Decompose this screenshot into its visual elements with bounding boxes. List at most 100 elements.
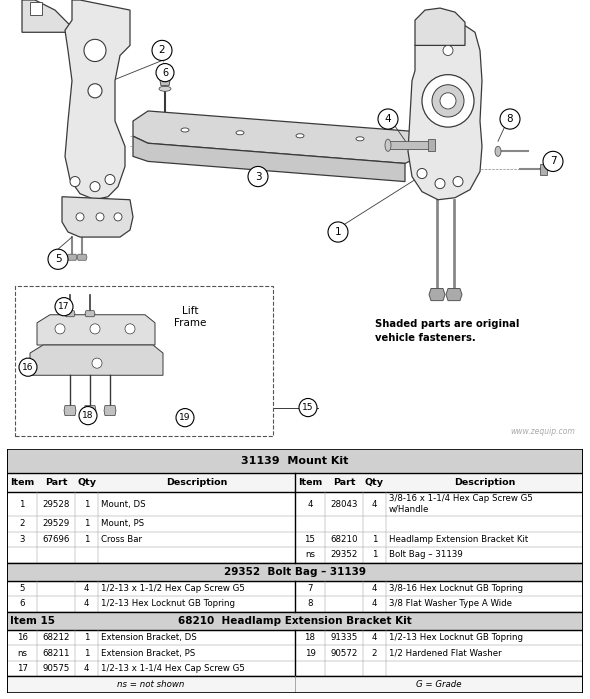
Text: Item: Item (298, 478, 322, 487)
Polygon shape (408, 20, 482, 200)
Text: w/Handle: w/Handle (389, 505, 430, 514)
Text: 1/2-13 x 1-1/4 Hex Cap Screw G5: 1/2-13 x 1-1/4 Hex Cap Screw G5 (101, 664, 245, 673)
Text: 2: 2 (372, 649, 377, 658)
Text: 68210: 68210 (330, 535, 358, 544)
Polygon shape (160, 75, 170, 86)
Text: 1: 1 (84, 519, 89, 528)
Text: 1: 1 (84, 500, 89, 509)
Text: 3/8-16 Hex Locknut GB Topring: 3/8-16 Hex Locknut GB Topring (389, 584, 523, 593)
Text: 4: 4 (307, 500, 313, 509)
Text: 68211: 68211 (42, 649, 70, 658)
Circle shape (500, 109, 520, 129)
Text: 15: 15 (302, 403, 314, 412)
Text: 17: 17 (58, 302, 70, 311)
Circle shape (55, 298, 73, 316)
Polygon shape (62, 196, 133, 237)
Ellipse shape (356, 137, 364, 140)
Polygon shape (133, 136, 405, 182)
Circle shape (70, 177, 80, 187)
Text: 1: 1 (19, 500, 25, 509)
Text: 4: 4 (372, 633, 377, 642)
Circle shape (453, 177, 463, 187)
Text: 8: 8 (507, 114, 513, 124)
Polygon shape (65, 0, 130, 200)
Text: Part: Part (45, 478, 67, 487)
Polygon shape (7, 563, 583, 581)
Text: 19: 19 (304, 649, 316, 658)
Text: 1/2-13 Hex Locknut GB Topring: 1/2-13 Hex Locknut GB Topring (101, 600, 235, 608)
Polygon shape (37, 315, 155, 345)
Text: 19: 19 (179, 413, 191, 422)
Circle shape (76, 213, 84, 221)
Text: 4: 4 (84, 600, 89, 608)
Text: Description: Description (166, 478, 227, 487)
Polygon shape (77, 254, 87, 260)
Text: 29529: 29529 (42, 519, 70, 528)
Text: Lift
Frame: Lift Frame (174, 306, 206, 328)
Circle shape (79, 407, 97, 425)
Circle shape (417, 168, 427, 178)
Text: 3/8-16 x 1-1/4 Hex Cap Screw G5: 3/8-16 x 1-1/4 Hex Cap Screw G5 (389, 494, 533, 503)
Circle shape (96, 213, 104, 221)
Polygon shape (104, 405, 116, 416)
Circle shape (90, 324, 100, 334)
Polygon shape (388, 141, 430, 150)
Polygon shape (7, 473, 583, 492)
Text: 3: 3 (255, 171, 261, 182)
Text: Description: Description (454, 478, 515, 487)
Polygon shape (7, 677, 583, 693)
Text: ns: ns (17, 649, 27, 658)
Text: ns = not shown: ns = not shown (117, 680, 185, 689)
Circle shape (114, 213, 122, 221)
Text: Qty: Qty (77, 478, 96, 487)
Polygon shape (84, 405, 96, 416)
Circle shape (19, 358, 37, 376)
Polygon shape (540, 164, 547, 175)
Ellipse shape (296, 134, 304, 138)
Text: 16: 16 (22, 363, 34, 372)
Polygon shape (65, 310, 75, 317)
Text: 4: 4 (84, 584, 89, 593)
Polygon shape (67, 254, 77, 260)
Text: 7: 7 (550, 157, 556, 166)
Text: 1: 1 (84, 535, 89, 544)
Text: 1/2-13 x 1-1/2 Hex Cap Screw G5: 1/2-13 x 1-1/2 Hex Cap Screw G5 (101, 584, 245, 593)
Circle shape (299, 398, 317, 417)
Ellipse shape (159, 86, 171, 92)
Text: 68212: 68212 (42, 633, 70, 642)
Bar (15, 287, 273, 435)
Text: Item 15: Item 15 (10, 616, 55, 626)
Text: 6: 6 (19, 600, 25, 608)
Circle shape (48, 249, 68, 269)
Ellipse shape (495, 146, 501, 157)
Text: 16: 16 (17, 633, 28, 642)
Text: 2: 2 (19, 519, 25, 528)
Text: 90572: 90572 (330, 649, 358, 658)
Text: Extension Bracket, DS: Extension Bracket, DS (101, 633, 196, 642)
Text: Extension Bracket, PS: Extension Bracket, PS (101, 649, 195, 658)
Polygon shape (428, 139, 435, 151)
Circle shape (248, 166, 268, 187)
Text: 4: 4 (385, 114, 391, 124)
Polygon shape (85, 310, 95, 317)
Ellipse shape (385, 139, 391, 151)
Circle shape (440, 93, 456, 109)
Text: 4: 4 (372, 584, 377, 593)
Text: 1: 1 (372, 550, 377, 559)
Circle shape (543, 151, 563, 171)
Text: Headlamp Extension Bracket Kit: Headlamp Extension Bracket Kit (389, 535, 528, 544)
Polygon shape (133, 111, 420, 164)
Text: 7: 7 (307, 584, 313, 593)
Text: 1: 1 (335, 227, 341, 237)
Polygon shape (30, 345, 163, 375)
Polygon shape (415, 8, 465, 45)
Text: 4: 4 (372, 500, 377, 509)
Text: 4: 4 (372, 600, 377, 608)
Text: 67696: 67696 (42, 535, 70, 544)
Text: Cross Bar: Cross Bar (101, 535, 142, 544)
Text: 1/2 Hardened Flat Washer: 1/2 Hardened Flat Washer (389, 649, 502, 658)
Text: Qty: Qty (365, 478, 384, 487)
Polygon shape (22, 0, 70, 32)
Text: G = Grade: G = Grade (416, 680, 462, 689)
Text: 8: 8 (307, 600, 313, 608)
